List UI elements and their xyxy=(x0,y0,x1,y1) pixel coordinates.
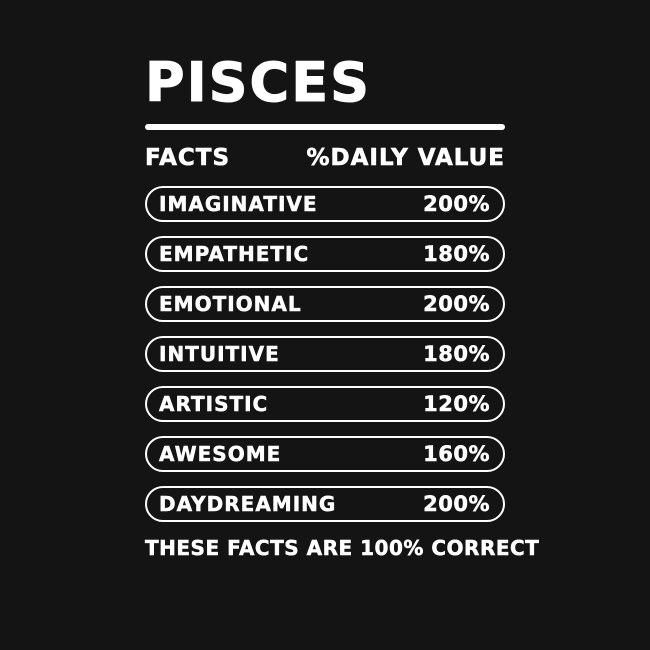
fact-value: 200% xyxy=(423,492,490,517)
fact-label: IMAGINATIVE xyxy=(159,192,318,217)
fact-row-awesome: AWESOME 160% xyxy=(145,436,505,472)
table-header: FACTS %DAILY VALUE xyxy=(145,145,505,172)
daily-value-column-header: %DAILY VALUE xyxy=(306,145,505,172)
page-title: PISCES xyxy=(145,51,371,114)
fact-label: EMPATHETIC xyxy=(159,242,310,267)
fact-row-daydreaming: DAYDREAMING 200% xyxy=(145,486,505,522)
title-underline xyxy=(145,124,505,130)
fact-value: 120% xyxy=(423,392,490,417)
facts-list: IMAGINATIVE 200% EMPATHETIC 180% EMOTION… xyxy=(145,186,505,522)
fact-value: 180% xyxy=(423,342,490,367)
fact-label: DAYDREAMING xyxy=(159,492,337,517)
fact-value: 180% xyxy=(423,242,490,267)
fact-label: ARTISTIC xyxy=(159,392,269,417)
fact-value: 200% xyxy=(423,192,490,217)
footer-note: THESE FACTS ARE 100% CORRECT xyxy=(145,536,540,561)
pisces-facts-label: PISCES FACTS %DAILY VALUE IMAGINATIVE 20… xyxy=(145,0,540,561)
fact-value: 160% xyxy=(423,442,490,467)
fact-row-imaginative: IMAGINATIVE 200% xyxy=(145,186,505,222)
fact-row-intuitive: INTUITIVE 180% xyxy=(145,336,505,372)
fact-row-artistic: ARTISTIC 120% xyxy=(145,386,505,422)
fact-label: EMOTIONAL xyxy=(159,292,302,317)
fact-label: AWESOME xyxy=(159,442,282,467)
facts-column-header: FACTS xyxy=(145,145,231,172)
fact-value: 200% xyxy=(423,292,490,317)
fact-row-empathetic: EMPATHETIC 180% xyxy=(145,236,505,272)
fact-row-emotional: EMOTIONAL 200% xyxy=(145,286,505,322)
fact-label: INTUITIVE xyxy=(159,342,280,367)
